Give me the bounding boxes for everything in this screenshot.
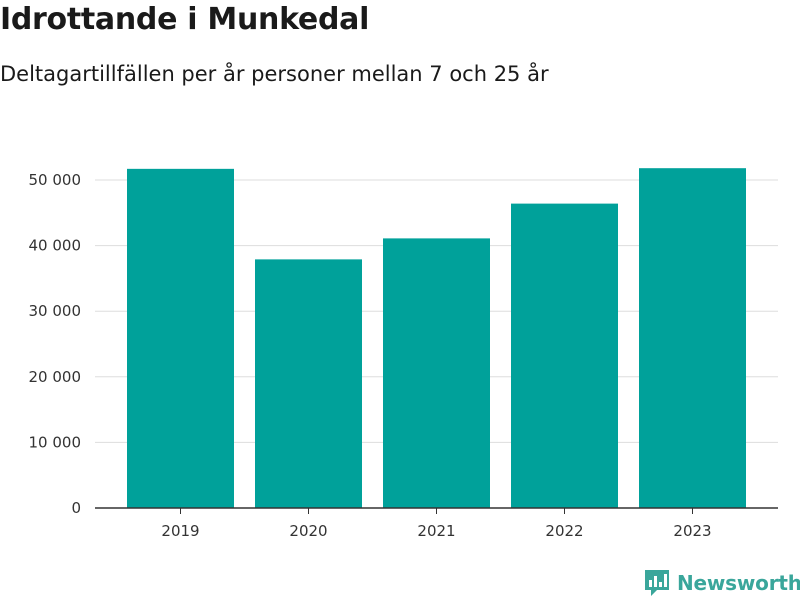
newsworthy-logo-icon xyxy=(645,570,669,596)
bar-2020 xyxy=(255,259,362,508)
x-tick-label: 2023 xyxy=(673,522,711,540)
y-tick-label: 50 000 xyxy=(29,171,82,189)
chart-subtitle: Deltagartillfällen per år personer mella… xyxy=(0,62,549,86)
y-tick-label: 0 xyxy=(71,499,81,517)
y-tick-label: 10 000 xyxy=(29,433,82,451)
bar-2022 xyxy=(511,203,618,508)
x-tick-label: 2022 xyxy=(545,522,583,540)
chart-title: Idrottande i Munkedal xyxy=(0,2,370,37)
x-tick-label: 2020 xyxy=(289,522,327,540)
y-tick-label: 30 000 xyxy=(29,302,82,320)
x-tick-label: 2021 xyxy=(417,522,455,540)
bar-2019 xyxy=(127,168,234,508)
bar-2023 xyxy=(639,168,746,508)
bar-2021 xyxy=(383,238,490,508)
brand-name: Newsworthy xyxy=(677,571,800,595)
x-tick-label: 2019 xyxy=(161,522,199,540)
y-tick-label: 40 000 xyxy=(29,237,82,255)
y-tick-label: 20 000 xyxy=(29,368,82,386)
brand-logo: Newsworthy xyxy=(643,568,800,598)
